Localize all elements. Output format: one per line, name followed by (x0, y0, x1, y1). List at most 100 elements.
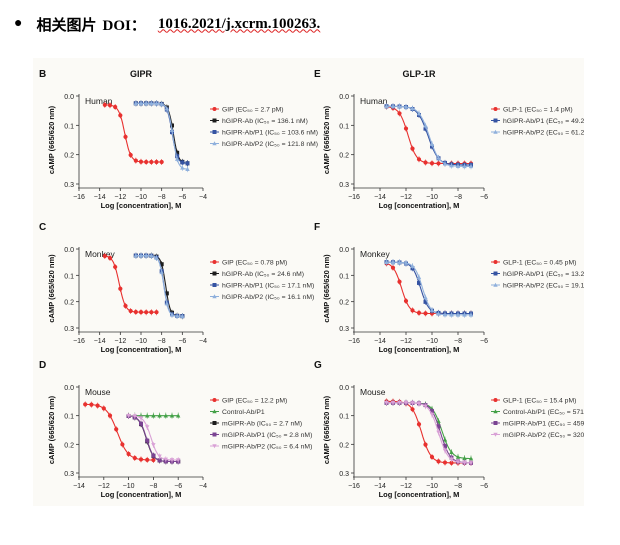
data-point (416, 422, 422, 427)
data-point (120, 442, 125, 447)
header-label: 相关图片 (36, 17, 97, 34)
y-tick-label: 0.0 (339, 94, 349, 101)
x-tick-label: −6 (174, 483, 182, 490)
data-point (423, 123, 428, 128)
data-point (429, 454, 435, 460)
legend-marker (212, 398, 217, 402)
data-point (159, 101, 164, 106)
x-tick-label: −12 (400, 338, 412, 345)
data-point (139, 421, 143, 426)
data-point (154, 310, 159, 315)
y-tick-label: 0.2 (64, 300, 74, 307)
data-point (455, 312, 461, 317)
data-point (102, 253, 107, 259)
data-point (449, 312, 454, 317)
legend-label: mGIPR-Ab/P1 (EC₅₀ = 459.5 pM) (503, 421, 584, 428)
data-point (390, 265, 396, 270)
data-point (185, 161, 190, 166)
data-point (423, 299, 428, 304)
legend-label: hGIPR-Ab/P1 (IC₅₀ = 17.1 nM) (222, 283, 314, 290)
x-tick-label: −12 (400, 194, 412, 201)
data-point (397, 259, 402, 265)
legend-marker (212, 294, 217, 299)
x-tick-label: −6 (480, 338, 488, 345)
data-point (423, 160, 428, 165)
y-tick-label: 0.0 (339, 247, 349, 254)
chart-panel-B: B GIPR Human 0.0 0.1 0.2 0.3 −16 −14 −12 −10 −8 −6 −4… (39, 69, 318, 210)
data-point (132, 414, 137, 419)
x-tick-label: −4 (199, 483, 207, 490)
species-label: Mouse (360, 387, 386, 397)
chart-panel-E: E GLP-1R Human 0.0 0.1 0.2 0.3 −16 −14 −12 −10 −8 −6… (314, 69, 584, 210)
x-tick-label: −4 (199, 194, 207, 201)
species-label: Human (85, 96, 113, 106)
data-point (154, 255, 159, 260)
x-tick-label: −8 (158, 194, 166, 201)
data-point (436, 161, 441, 166)
data-point (180, 165, 185, 170)
legend-label: hGIPR-Ab/P2 (IC₅₀ = 121.8 nM) (222, 141, 318, 148)
data-point (403, 298, 409, 304)
legend-marker (212, 283, 217, 287)
doi-label: DOI： (102, 17, 146, 34)
data-point (151, 413, 156, 418)
legend-marker (493, 398, 498, 402)
bullet-icon: ● (14, 16, 23, 31)
y-tick-label: 0.0 (64, 94, 74, 101)
legend-label: Control-Ab/P1 (222, 409, 265, 416)
data-point (468, 163, 474, 169)
legend-marker (212, 130, 217, 134)
data-point (416, 274, 422, 280)
x-axis-label: Log [concentration], M (101, 201, 182, 210)
legend-marker (493, 271, 498, 276)
data-point (185, 166, 190, 171)
x-tick-label: −6 (480, 483, 488, 490)
data-point (462, 456, 467, 461)
data-point (159, 159, 164, 165)
data-point (410, 407, 415, 412)
data-point (384, 400, 389, 405)
x-tick-label: −16 (73, 194, 85, 201)
species-label: Human (360, 96, 388, 106)
data-point (449, 450, 454, 455)
data-point (107, 413, 113, 418)
data-point (429, 307, 435, 312)
data-point (138, 159, 144, 164)
data-point (410, 401, 415, 406)
data-point (403, 260, 409, 265)
data-point (169, 458, 175, 463)
y-tick-label: 0.3 (64, 326, 74, 333)
data-point (169, 127, 175, 133)
x-tick-label: −16 (348, 194, 360, 201)
data-point (128, 152, 133, 158)
series-line-green (385, 402, 473, 460)
y-axis-label: cAMP (665/620 nm) (47, 395, 56, 464)
data-point (397, 111, 402, 116)
x-tick-label: −12 (114, 194, 126, 201)
series-line-purple (385, 402, 473, 464)
data-point (164, 291, 169, 296)
figure-panel: B GIPR Human 0.0 0.1 0.2 0.3 −16 −14 −12 −10 −8 −6 −4… (33, 58, 584, 506)
figure-svg: B GIPR Human 0.0 0.1 0.2 0.3 −16 −14 −12 −10 −8 −6 −4… (39, 69, 584, 499)
legend-marker (493, 107, 498, 111)
data-point (429, 141, 435, 146)
legend-label: GLP-1 (EC₅₀ = 0.45 pM) (503, 260, 576, 267)
x-tick-label: −14 (94, 194, 106, 201)
data-point (429, 412, 435, 417)
y-tick-label: 0.1 (64, 123, 74, 130)
legend-label: hGIPR-Ab/P1 (IC₅₀ = 103.6 nM) (222, 130, 318, 137)
data-point (163, 457, 168, 462)
series-line-pink (385, 402, 473, 464)
data-point (133, 100, 139, 106)
data-point (430, 409, 434, 414)
data-point (95, 403, 100, 408)
data-point (107, 255, 113, 261)
legend-label: GIP (EC₅₀ = 0.78 pM) (222, 260, 287, 267)
data-point (442, 312, 448, 317)
y-axis-label: cAMP (665/620 nm) (47, 105, 56, 174)
x-tick-label: −8 (454, 194, 462, 201)
chart-panel-D: D Mouse 0.0 0.1 0.2 0.3 −14 −12 −10 −8 −6 −4 Log [co… (39, 360, 312, 499)
data-point (468, 312, 474, 317)
data-point (164, 301, 170, 306)
data-point (143, 253, 149, 258)
